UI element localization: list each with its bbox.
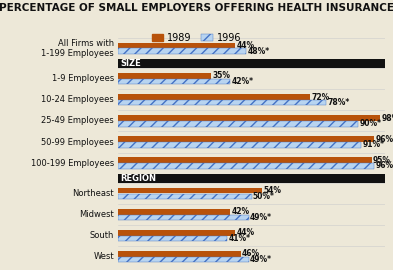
Text: 90%*: 90%*: [360, 119, 382, 128]
Text: 44%: 44%: [237, 228, 255, 237]
Legend: 1989, 1996: 1989, 1996: [152, 33, 241, 43]
Text: All Firms with
1-199 Employees: All Firms with 1-199 Employees: [41, 39, 114, 58]
Bar: [118, 251, 241, 257]
Text: REGION: REGION: [121, 174, 156, 183]
Text: 95%: 95%: [373, 156, 391, 165]
Text: 50-99 Employees: 50-99 Employees: [41, 137, 114, 147]
Text: 1-9 Employees: 1-9 Employees: [51, 74, 114, 83]
Bar: [118, 121, 358, 127]
Bar: [118, 100, 326, 106]
Bar: [118, 115, 380, 121]
Bar: [118, 194, 252, 199]
Bar: [118, 73, 211, 79]
Text: 96%: 96%: [376, 135, 393, 144]
Bar: [118, 236, 228, 241]
Text: South: South: [90, 231, 114, 240]
Bar: [118, 157, 372, 163]
Text: PERCENTAGE OF SMALL EMPLOYERS OFFERING HEALTH INSURANCE: PERCENTAGE OF SMALL EMPLOYERS OFFERING H…: [0, 3, 393, 13]
Text: 100-199 Employees: 100-199 Employees: [31, 158, 114, 168]
Text: 42%*: 42%*: [231, 77, 253, 86]
Text: 49%*: 49%*: [250, 255, 272, 264]
Text: 25-49 Employees: 25-49 Employees: [41, 116, 114, 126]
Text: 54%: 54%: [264, 186, 281, 195]
Bar: [118, 215, 249, 220]
Text: 41%*: 41%*: [229, 234, 251, 243]
Bar: [118, 136, 375, 142]
Text: 50%*: 50%*: [253, 192, 275, 201]
Text: SIZE: SIZE: [121, 59, 141, 68]
Bar: [118, 79, 230, 85]
Bar: [118, 59, 385, 68]
Text: 78%*: 78%*: [328, 98, 350, 107]
Bar: [118, 48, 246, 54]
Bar: [118, 174, 385, 183]
Bar: [118, 209, 230, 214]
Text: 35%: 35%: [213, 72, 231, 80]
Text: 46%: 46%: [242, 249, 260, 258]
Bar: [118, 43, 235, 48]
Text: West: West: [93, 252, 114, 261]
Text: 98%: 98%: [381, 114, 393, 123]
Bar: [118, 257, 249, 262]
Bar: [118, 230, 235, 235]
Bar: [118, 163, 375, 169]
Bar: [118, 142, 361, 148]
Text: 91%*: 91%*: [362, 140, 384, 149]
Text: 96%*: 96%*: [376, 161, 393, 170]
Text: 72%: 72%: [312, 93, 330, 102]
Text: Midwest: Midwest: [79, 210, 114, 219]
Text: 42%: 42%: [231, 207, 250, 216]
Text: 49%*: 49%*: [250, 213, 272, 222]
Bar: [118, 94, 310, 100]
Bar: [118, 188, 262, 193]
Text: 10-24 Employees: 10-24 Employees: [41, 95, 114, 104]
Text: 44%: 44%: [237, 41, 255, 50]
Text: 48%*: 48%*: [248, 47, 270, 56]
Text: Northeast: Northeast: [72, 189, 114, 198]
